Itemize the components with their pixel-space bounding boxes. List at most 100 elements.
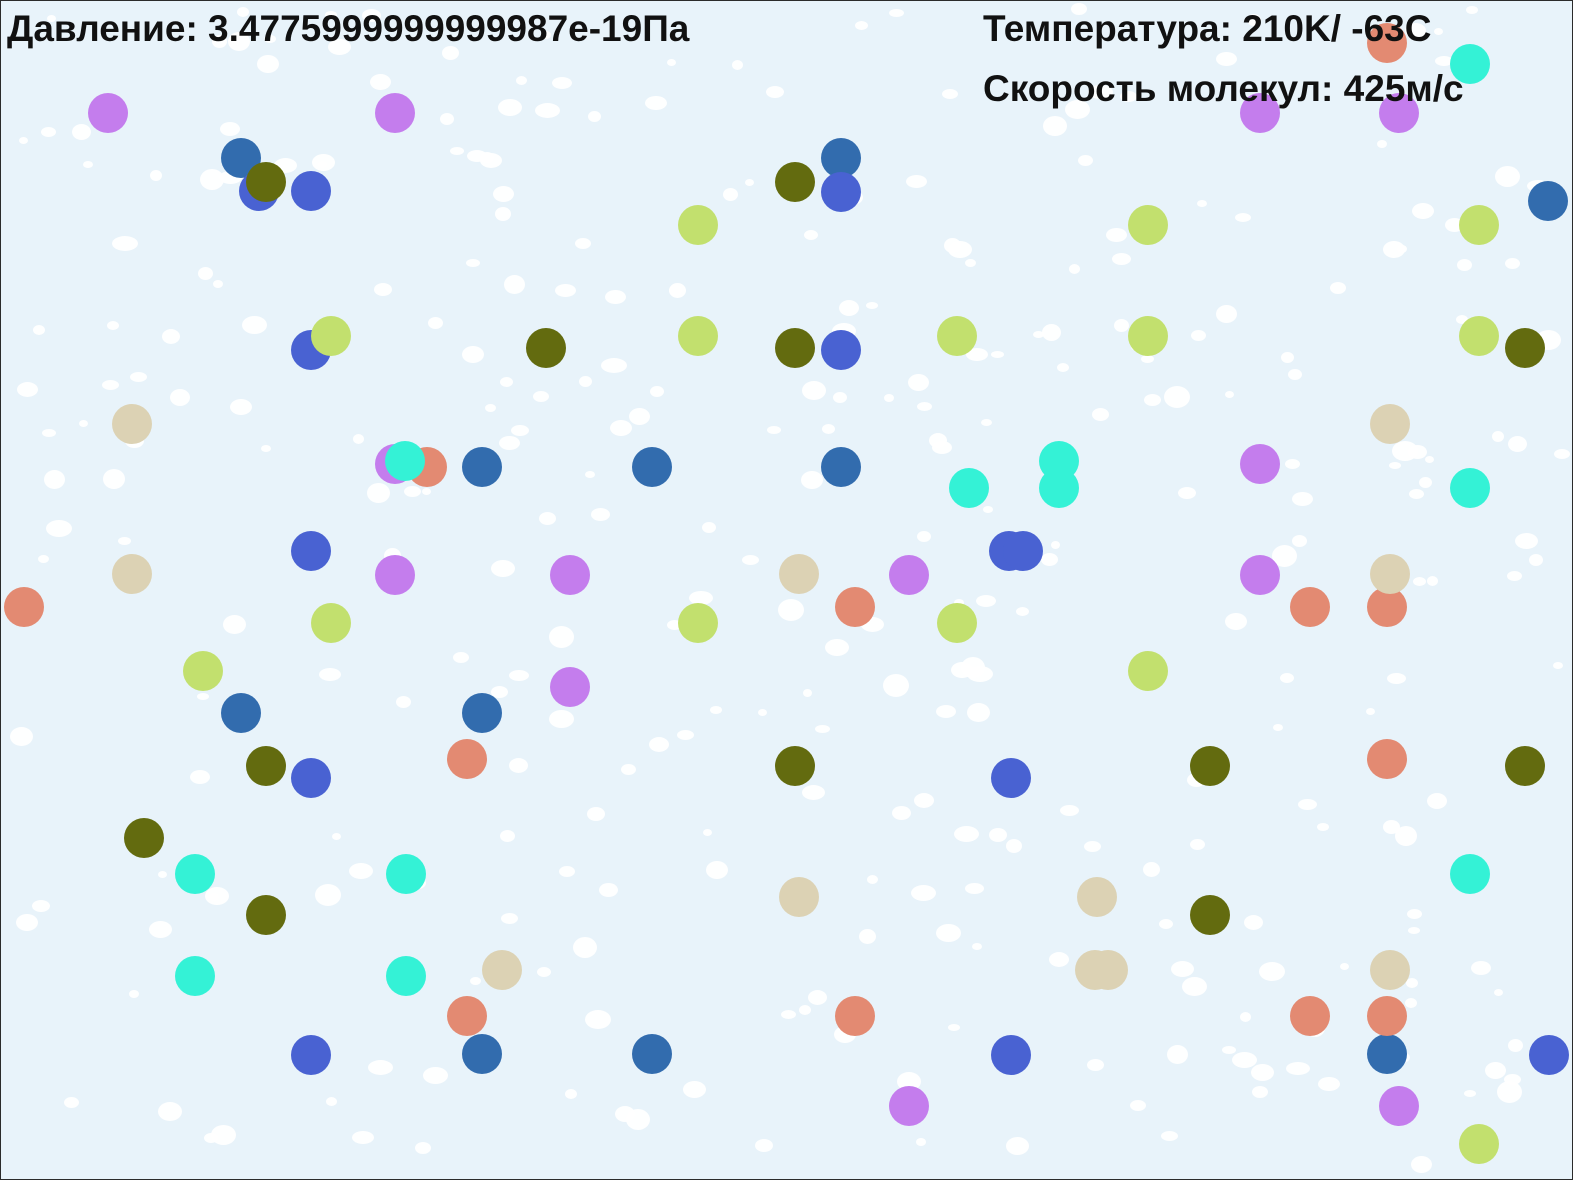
background-speck: [745, 179, 754, 186]
molecule-lime: [1459, 316, 1499, 356]
background-speck: [64, 1097, 79, 1108]
background-speck: [83, 161, 93, 168]
molecule-royal-blue: [291, 531, 331, 571]
background-speck: [1197, 200, 1207, 207]
molecule-purple: [889, 1086, 929, 1126]
molecule-olive: [246, 746, 286, 786]
background-speck: [667, 620, 682, 630]
background-speck: [1318, 1077, 1340, 1091]
background-speck: [261, 445, 271, 452]
molecule-lime: [311, 316, 351, 356]
background-speck: [1225, 613, 1247, 630]
background-speck: [1330, 282, 1346, 294]
background-speck: [516, 76, 527, 85]
molecule-lime: [1128, 205, 1168, 245]
background-speck: [374, 283, 392, 296]
background-speck: [326, 1097, 337, 1106]
background-speck: [428, 317, 443, 329]
background-speck: [573, 937, 597, 958]
background-speck: [10, 727, 33, 746]
background-speck: [16, 914, 38, 931]
molecule-tan: [112, 554, 152, 594]
background-speck: [976, 595, 996, 607]
background-speck: [212, 35, 227, 48]
background-speck: [370, 74, 391, 90]
background-speck: [1497, 1081, 1522, 1103]
background-speck: [966, 348, 988, 361]
molecule-cyan: [175, 956, 215, 996]
background-speck: [579, 376, 592, 387]
molecule-purple: [889, 555, 929, 595]
background-speck: [954, 826, 979, 842]
background-speck: [1232, 1052, 1257, 1068]
background-speck: [328, 39, 351, 55]
background-speck: [839, 300, 859, 316]
background-speck: [170, 389, 190, 406]
molecule-purple: [550, 555, 590, 595]
background-speck: [500, 377, 513, 387]
background-speck: [1366, 708, 1375, 715]
background-speck: [158, 871, 167, 878]
background-speck: [1553, 662, 1563, 669]
background-speck: [649, 737, 669, 752]
background-speck: [1084, 841, 1101, 852]
background-speck: [38, 555, 49, 563]
background-speck: [1235, 213, 1251, 222]
background-speck: [1389, 462, 1401, 469]
molecule-royal-blue: [1529, 1035, 1569, 1075]
background-speck: [942, 89, 958, 99]
background-speck: [802, 785, 825, 800]
molecule-royal-blue: [821, 172, 861, 212]
molecule-lime: [678, 316, 718, 356]
background-speck: [149, 921, 172, 938]
background-speck: [1144, 394, 1161, 406]
background-speck: [1435, 56, 1453, 66]
background-speck: [1377, 140, 1387, 148]
molecule-lime: [937, 603, 977, 643]
background-speck: [1092, 408, 1109, 421]
molecule-lime: [1128, 651, 1168, 691]
background-speck: [549, 710, 574, 728]
background-speck: [867, 875, 878, 884]
background-speck: [991, 351, 1004, 358]
background-speck: [1395, 826, 1417, 846]
background-speck: [815, 725, 830, 733]
molecule-olive: [246, 895, 286, 935]
molecule-salmon: [835, 587, 875, 627]
background-speck: [1159, 919, 1173, 929]
background-speck: [689, 591, 713, 605]
molecule-speed-readout: Скорость молекул: 425м/с: [983, 68, 1464, 109]
background-speck: [1406, 978, 1418, 988]
background-speck: [948, 241, 972, 258]
background-speck: [889, 9, 904, 17]
background-speck: [539, 512, 556, 525]
background-speck: [1515, 533, 1538, 549]
background-speck: [485, 404, 496, 412]
background-speck: [1069, 264, 1080, 274]
molecule-salmon: [447, 996, 487, 1036]
background-speck: [1405, 23, 1426, 38]
background-speck: [242, 316, 267, 334]
background-speck: [911, 885, 936, 901]
background-speck: [610, 420, 632, 436]
background-speck: [825, 639, 849, 656]
molecule-cyan: [175, 854, 215, 894]
molecule-purple: [375, 555, 415, 595]
background-speck: [1272, 545, 1297, 567]
background-speck: [892, 806, 911, 820]
background-speck: [332, 833, 341, 840]
background-speck: [565, 1089, 577, 1099]
background-speck: [1041, 553, 1058, 566]
molecule-tan: [482, 950, 522, 990]
background-speck: [650, 386, 664, 397]
background-speck: [493, 186, 514, 202]
background-speck: [1240, 1012, 1251, 1022]
background-speck: [916, 1138, 926, 1146]
molecule-cyan: [385, 441, 425, 481]
molecule-cyan: [386, 956, 426, 996]
background-speck: [605, 290, 626, 304]
background-speck: [948, 1024, 960, 1031]
background-speck: [1071, 3, 1087, 15]
molecule-royal-blue: [291, 758, 331, 798]
